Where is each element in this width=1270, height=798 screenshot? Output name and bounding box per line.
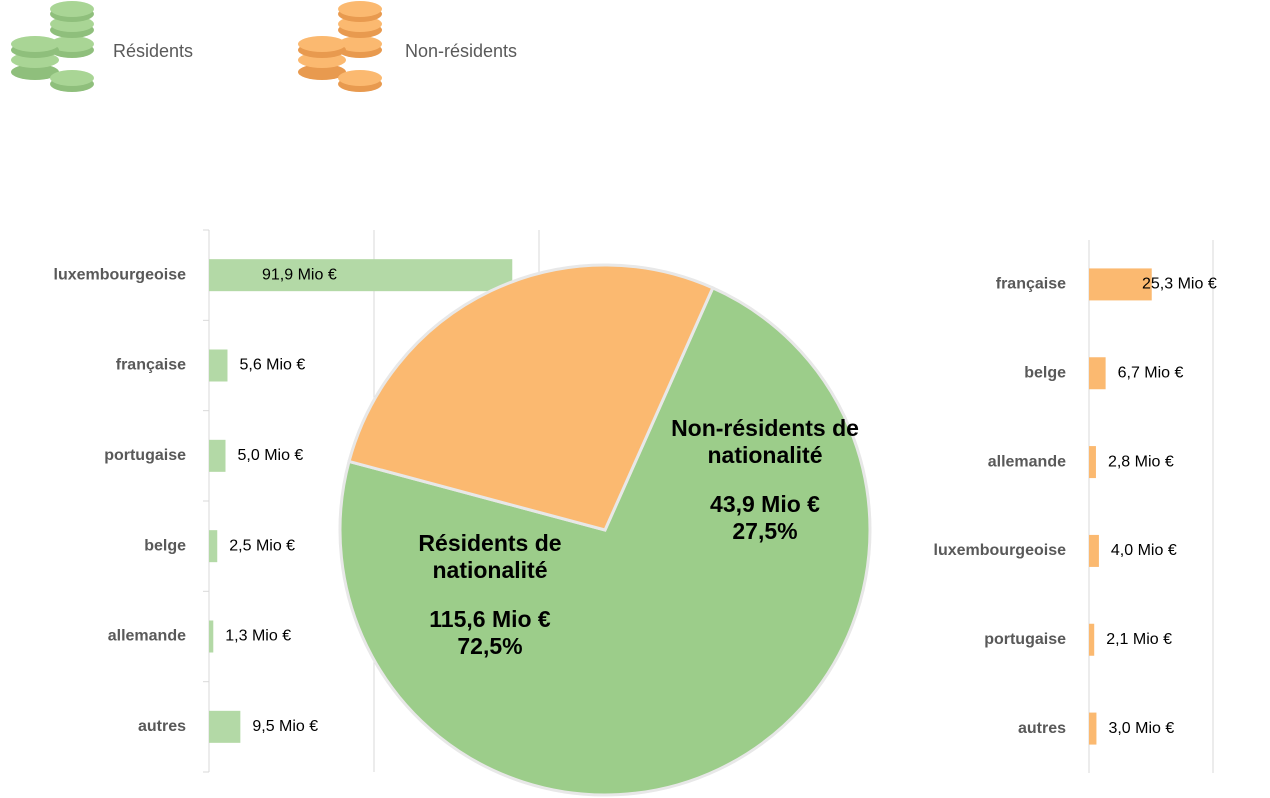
bar (1089, 357, 1106, 390)
bar (209, 259, 513, 292)
pie-label: Résidents de nationalité 115,6 Mio € 72,… (390, 530, 590, 660)
category-label: autres (1018, 720, 1066, 737)
bar (209, 349, 228, 382)
bar (209, 439, 226, 472)
pie-label: Non-résidents de nationalité 43,9 Mio € … (660, 415, 870, 545)
category-label: allemande (108, 628, 186, 645)
category-label: française (116, 357, 186, 374)
value-label: 5,0 Mio € (238, 447, 304, 464)
legend-icon-residents (11, 1, 94, 92)
category-label: autres (138, 718, 186, 735)
category-label: portugaise (984, 631, 1066, 648)
bar (209, 710, 241, 743)
category-label: portugaise (104, 447, 186, 464)
legend-icon-non-residents (298, 1, 382, 92)
category-label: belge (144, 537, 186, 554)
pie-slice (347, 263, 715, 532)
category-label: française (996, 276, 1066, 293)
slice-amount: 115,6 Mio € (429, 606, 551, 632)
bar (1089, 623, 1095, 656)
bar (1089, 268, 1152, 301)
value-label: 2,5 Mio € (229, 537, 295, 554)
pie-slice (338, 285, 872, 797)
bar (209, 530, 218, 563)
slice-amount: 43,9 Mio € (710, 491, 820, 517)
legend-label: Résidents (113, 41, 193, 61)
slice-label: Résidents de nationalité (418, 530, 562, 583)
value-label: 3,0 Mio € (1108, 720, 1174, 737)
bar (209, 620, 214, 653)
value-label: 25,3 Mio € (1142, 276, 1217, 293)
value-label: 1,3 Mio € (225, 628, 291, 645)
category-label: luxembourgeoise (54, 266, 187, 283)
value-label: 2,1 Mio € (1106, 631, 1172, 648)
slice-label: Non-résidents de nationalité (671, 415, 859, 468)
value-label: 4,0 Mio € (1111, 542, 1177, 559)
legend-label: Non-résidents (405, 41, 517, 61)
slice-value: 27,5% (732, 518, 798, 544)
value-label: 9,5 Mio € (252, 718, 318, 735)
bar (1089, 534, 1099, 567)
bar (1089, 712, 1097, 745)
value-label: 2,8 Mio € (1108, 453, 1174, 470)
category-label: luxembourgeoise (934, 542, 1067, 559)
slice-value: 72,5% (457, 633, 523, 659)
value-label: 6,7 Mio € (1118, 364, 1184, 381)
bar (1089, 446, 1096, 479)
category-label: belge (1024, 364, 1066, 381)
value-label: 5,6 Mio € (239, 357, 305, 374)
value-label: 91,9 Mio € (262, 266, 337, 283)
category-label: allemande (988, 453, 1066, 470)
